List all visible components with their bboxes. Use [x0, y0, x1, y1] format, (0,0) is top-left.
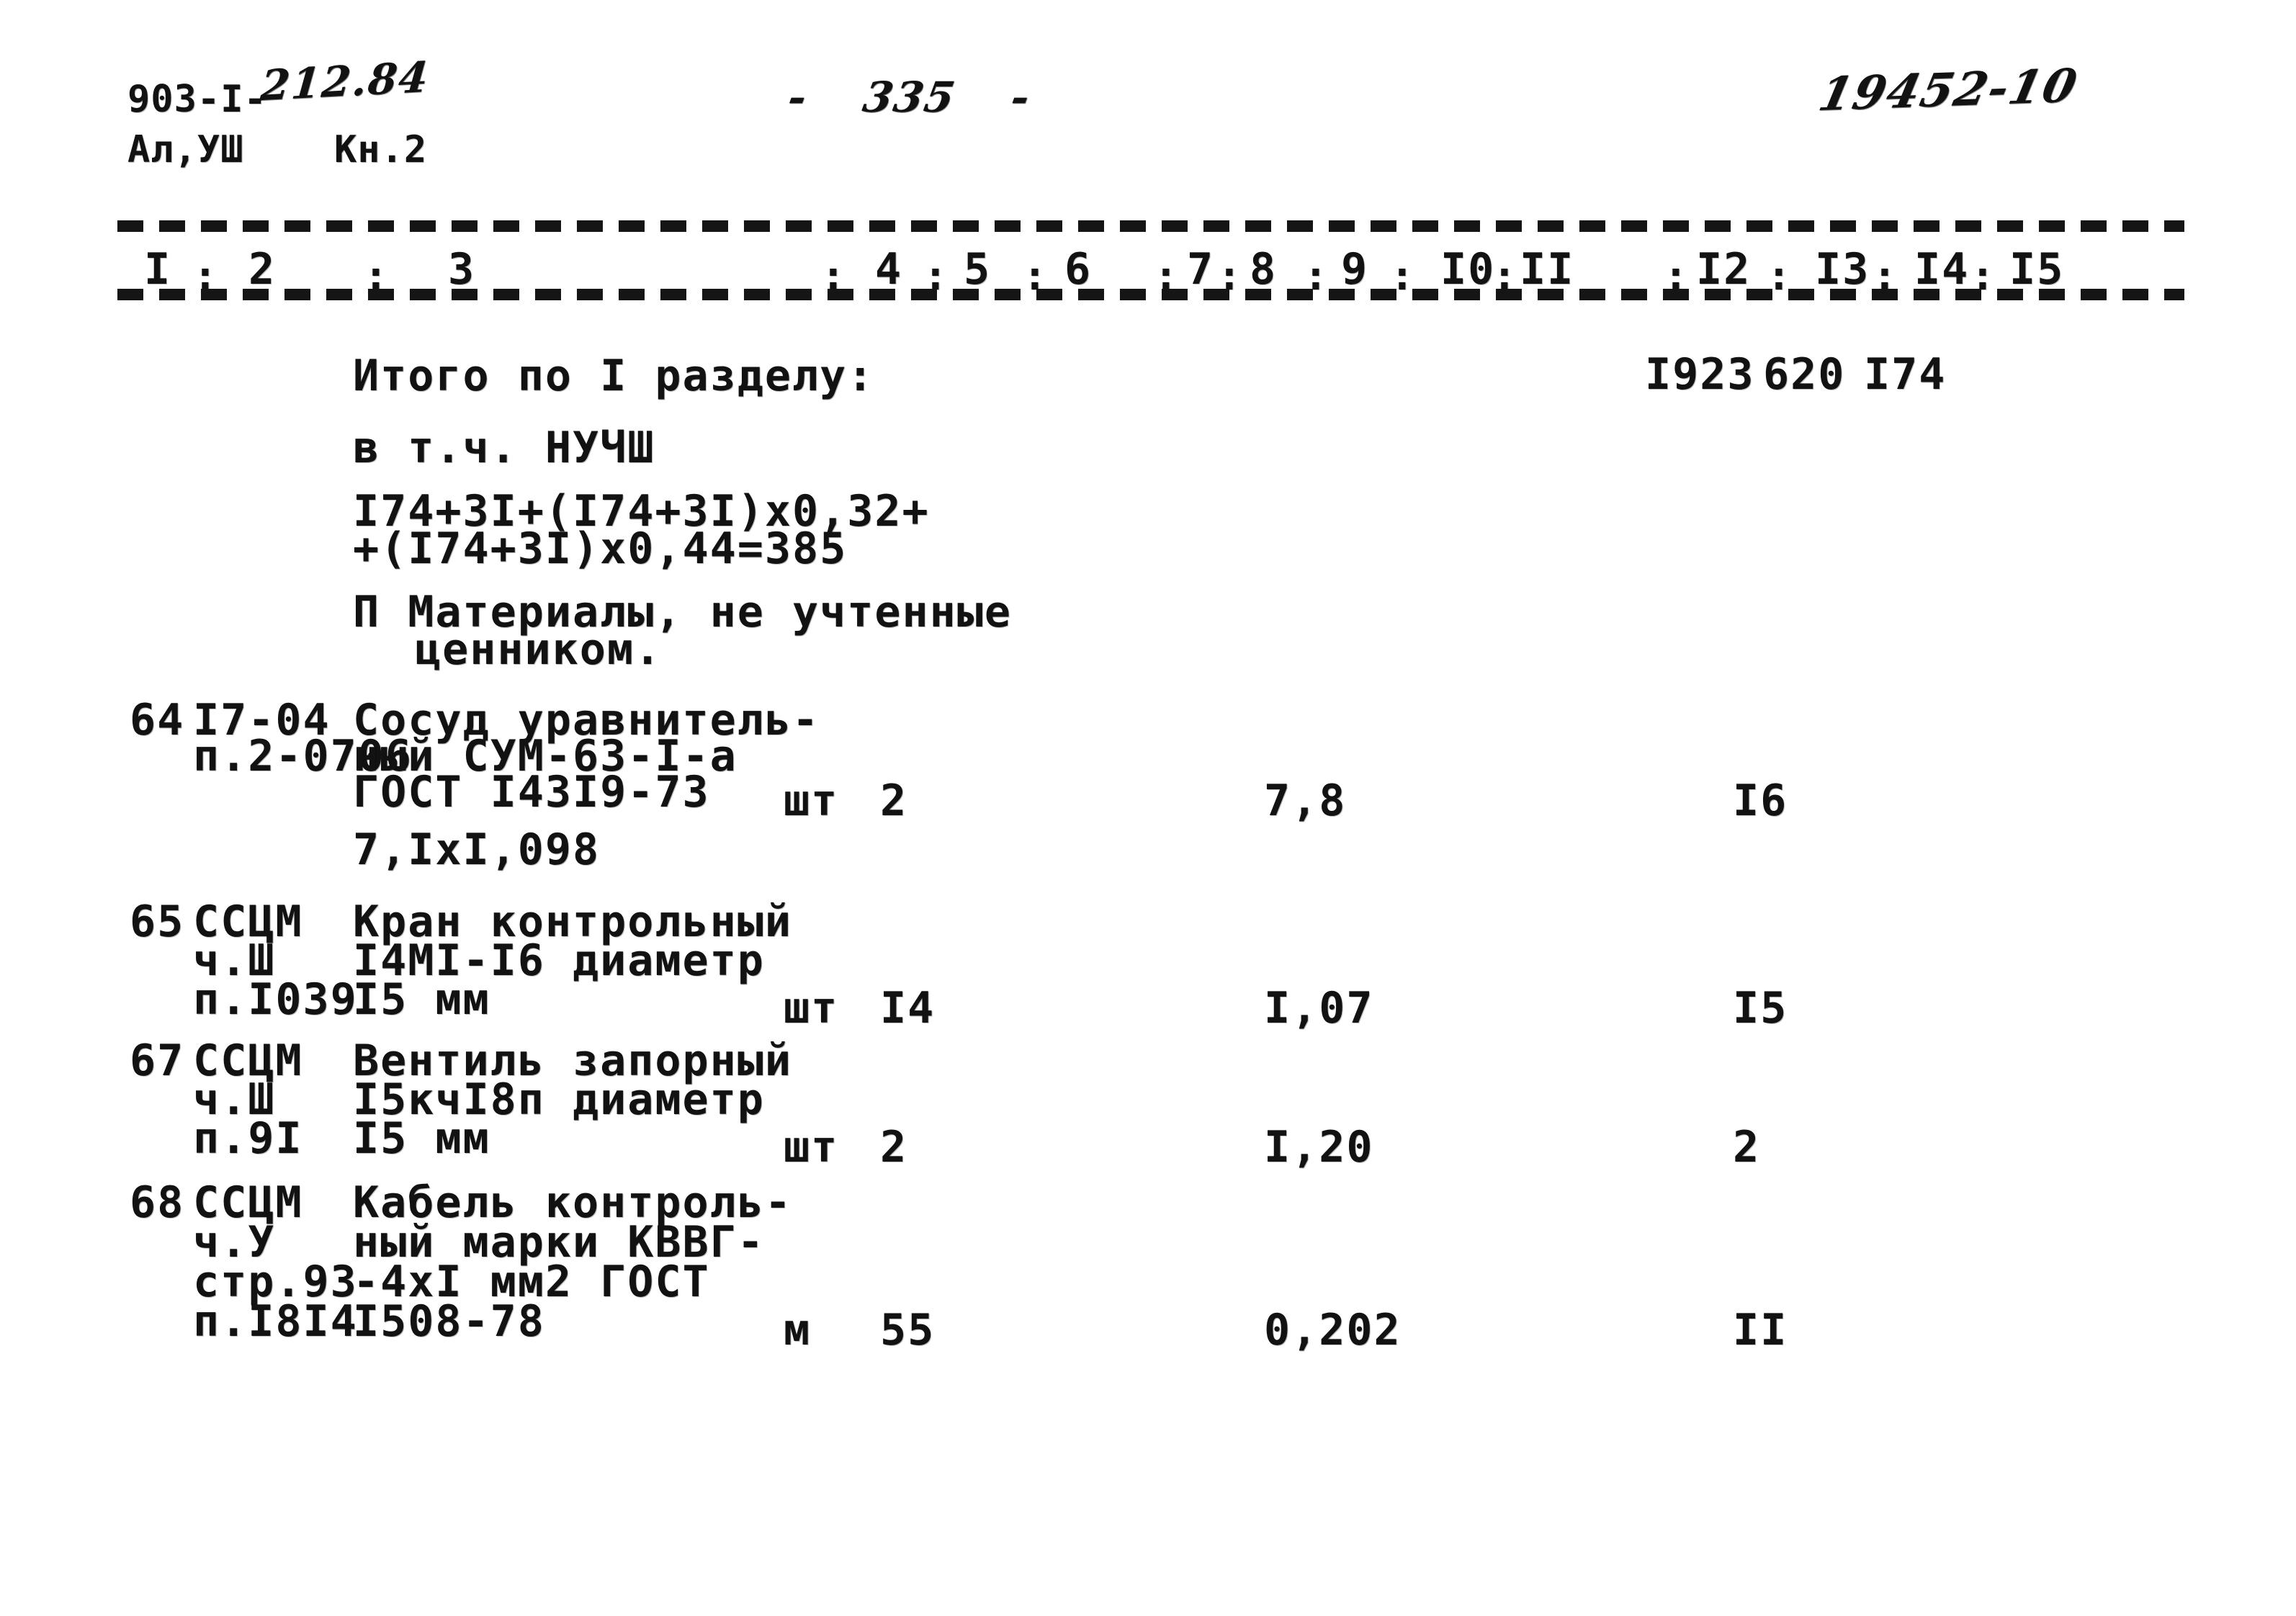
item-code: ч.Ш: [193, 935, 276, 986]
item-code: ССЦМ: [193, 1177, 303, 1228]
item-name: I5 мм: [353, 1113, 490, 1164]
item-code: п.2-0706: [193, 731, 413, 781]
column-number: 2: [248, 244, 277, 295]
section-heading-line2: ценником.: [415, 624, 663, 675]
item-price: 0,202: [1264, 1305, 1402, 1355]
column-number: 6: [1064, 244, 1093, 295]
column-number: 4: [875, 244, 903, 295]
column-number: 3: [448, 244, 476, 295]
column-number: I3: [1815, 244, 1870, 295]
book-line: Кн.2: [334, 128, 428, 171]
summary-label: Итого по I разделу:: [353, 351, 875, 401]
item-qty: 2: [880, 1122, 908, 1172]
item-unit: шт: [784, 776, 839, 826]
table-header-bottom-rule: [117, 289, 2184, 300]
item-col12-value: 2: [1733, 1122, 1761, 1172]
summary-including-label: в т.ч. НУЧШ: [353, 423, 655, 473]
column-number: II: [1520, 244, 1575, 295]
column-number: I4: [1914, 244, 1970, 295]
column-number: I2: [1696, 244, 1752, 295]
item-number: 68: [130, 1177, 185, 1228]
item-qty: I4: [880, 983, 936, 1033]
item-code: п.I039: [193, 974, 358, 1025]
column-number: 8: [1250, 244, 1278, 295]
item-price: 7,8: [1264, 776, 1347, 826]
column-number: 5: [964, 244, 992, 295]
item-name: ГОСТ I43I9-73: [353, 767, 710, 817]
item-name: I508-78: [353, 1296, 545, 1347]
item-code: п.9I: [193, 1113, 303, 1164]
item-unit: шт: [784, 983, 839, 1033]
doc-number: 903-I-: [127, 78, 267, 121]
page-number: - 335 -: [784, 73, 1035, 122]
item-name: I4МI-I6 диаметр: [353, 935, 765, 986]
column-number: 9: [1341, 244, 1369, 295]
item-name: I5 мм: [353, 974, 490, 1025]
section-heading-line1: П Материалы, не учтенные: [353, 587, 1012, 637]
item-name: ный СУМ-63-I-а: [353, 731, 737, 781]
item-number: 64: [130, 695, 185, 745]
item-name: Кабель контроль-: [353, 1177, 792, 1228]
total-value: I74: [1864, 349, 1947, 400]
inventory-number: 19452-10: [1813, 58, 2083, 122]
total-value: I923: [1645, 349, 1755, 400]
item-name: Вентиль запорный: [353, 1036, 792, 1086]
item-name: -4хI мм2 ГОСТ: [353, 1257, 710, 1307]
summary-formula-line1: I74+3I+(I74+3I)х0,32+: [353, 486, 930, 537]
item-code: п.I8I4: [193, 1296, 358, 1347]
item-name: Сосуд уравнитель-: [353, 695, 820, 745]
column-number: I: [144, 244, 172, 295]
album-line: Ал,УШ: [127, 128, 244, 171]
item-price: I,07: [1264, 983, 1374, 1033]
column-number: 7: [1187, 244, 1215, 295]
item-price: I,20: [1264, 1122, 1374, 1172]
item-code: стр.93: [193, 1257, 358, 1307]
doc-number-handwritten: 212.84: [259, 52, 431, 111]
table-top-rule: [117, 220, 2184, 232]
item-number: 67: [130, 1036, 185, 1086]
item-col12-value: I5: [1733, 983, 1788, 1033]
item-code: ССЦМ: [193, 897, 303, 947]
item-code: I7-04: [193, 695, 331, 745]
item-qty: 2: [880, 776, 908, 826]
item-qty: 55: [880, 1305, 936, 1355]
column-number: I0: [1440, 244, 1496, 295]
summary-formula-line2: +(I74+3I)х0,44=385: [353, 524, 848, 574]
item-col12-value: I6: [1733, 776, 1788, 826]
item-name: ный марки КВВГ-: [353, 1217, 765, 1267]
item-col12-value: II: [1733, 1305, 1788, 1355]
item-unit: шт: [784, 1122, 839, 1172]
item-unit: м: [784, 1305, 812, 1355]
total-value: 620: [1763, 349, 1846, 400]
item-name: I5кчI8п диаметр: [353, 1074, 765, 1125]
column-number: I5: [2009, 244, 2065, 295]
item-note: 7,IхI,098: [353, 825, 601, 875]
item-name: Кран контрольный: [353, 897, 792, 947]
item-code: ч.У: [193, 1217, 276, 1267]
item-code: ч.Ш: [193, 1074, 276, 1125]
item-number: 65: [130, 897, 185, 947]
item-code: ССЦМ: [193, 1036, 303, 1086]
